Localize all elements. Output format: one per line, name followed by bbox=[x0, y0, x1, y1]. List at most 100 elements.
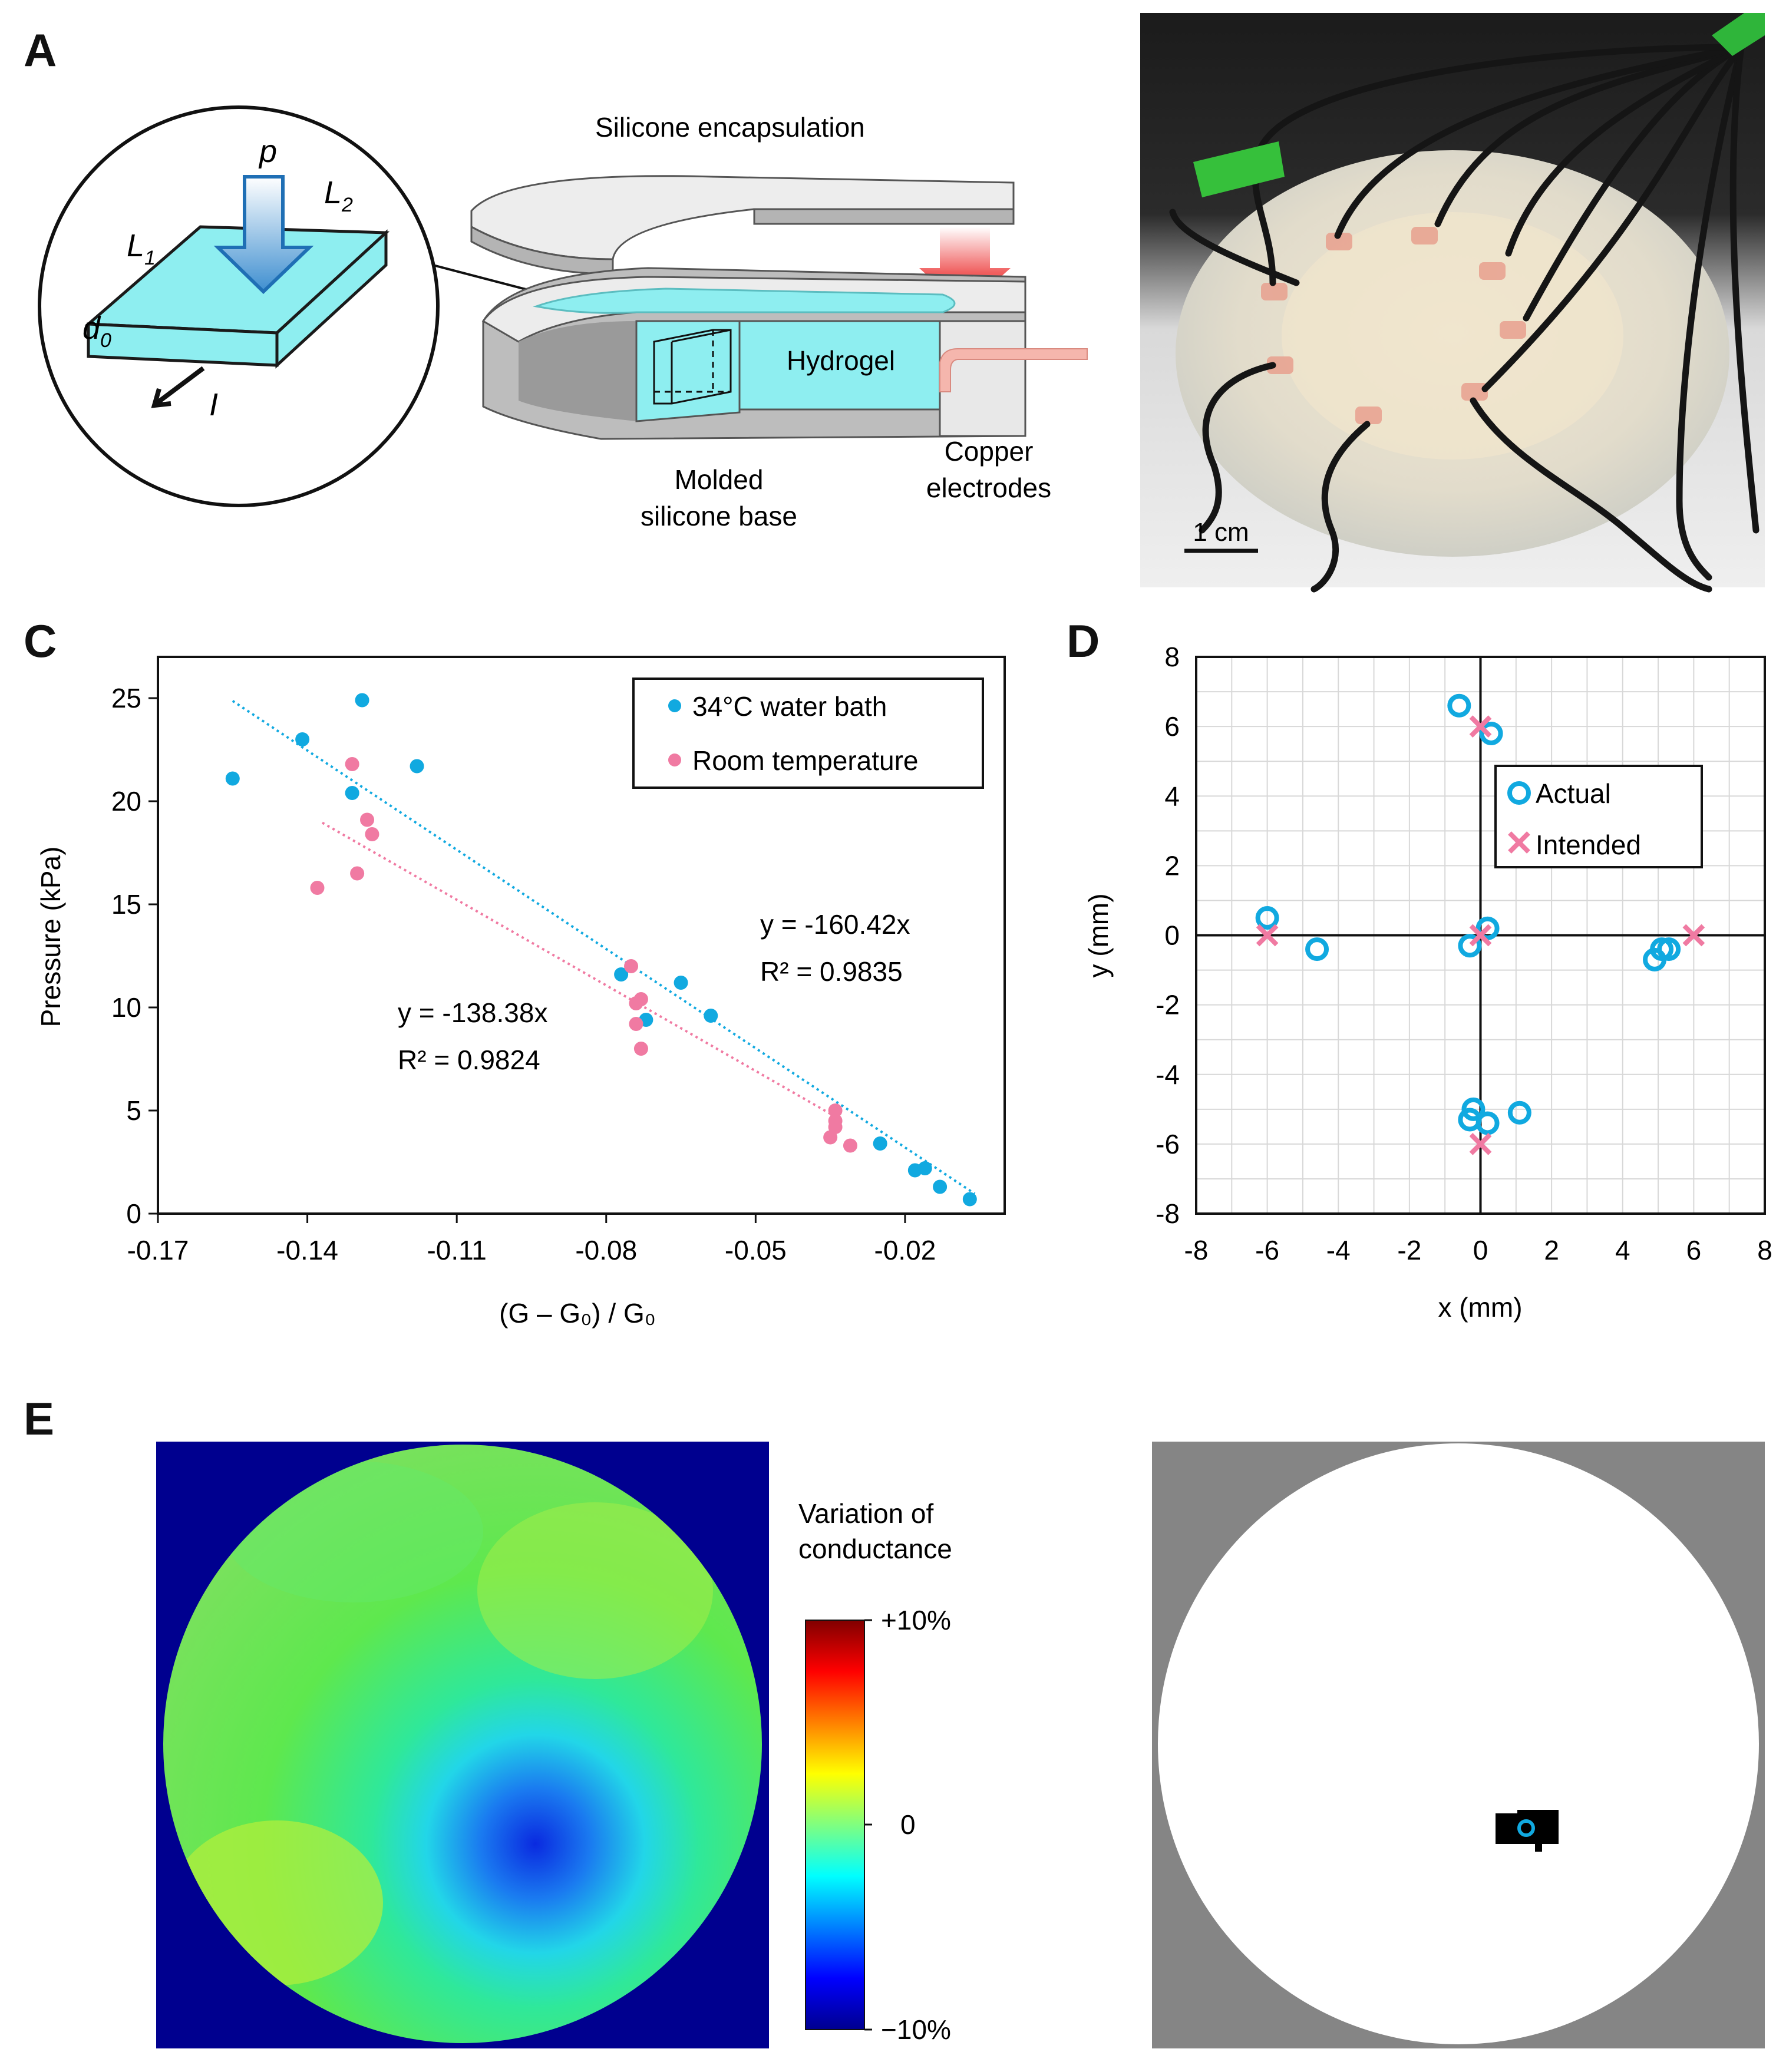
water-bath-point bbox=[933, 1179, 948, 1194]
chart-c-ytick-label: 25 bbox=[111, 683, 141, 713]
room-temp-point bbox=[350, 866, 365, 881]
legend-label-water-bath: 34°C water bath bbox=[692, 691, 887, 722]
actual-point bbox=[1657, 937, 1681, 961]
fit-eq-water-bath: y = -160.42x bbox=[760, 909, 910, 940]
copper-electrode bbox=[939, 348, 1088, 392]
room-temp-point bbox=[633, 1042, 648, 1056]
colorbar-title-line1: Variation of bbox=[798, 1498, 934, 1529]
inset-l2: L2 bbox=[324, 175, 353, 216]
legend-label-room-temp: Room temperature bbox=[692, 745, 919, 776]
chart-d-xtick-label: -8 bbox=[1184, 1235, 1209, 1265]
chart-c-ytick-label: 15 bbox=[111, 889, 141, 920]
panel-label-d: D bbox=[1067, 615, 1100, 667]
panel-d-chart: -8 -6 -4 -2 0 2 4 6 8 -8 -6 -4 -2 0 2 4 6 8 x (mm) y (mm… bbox=[1083, 642, 1772, 1323]
colorbar-title-line2: conductance bbox=[798, 1534, 952, 1564]
room-temp-point bbox=[310, 881, 325, 895]
intended-point-stroke bbox=[1469, 1133, 1492, 1155]
chart-d-xtick-label: -4 bbox=[1326, 1235, 1351, 1265]
intended-point bbox=[1682, 924, 1705, 947]
legend-marker-actual bbox=[1507, 781, 1531, 805]
chart-c-ytick-label: 5 bbox=[126, 1095, 141, 1126]
inset-l1: L1 bbox=[127, 228, 156, 269]
chart-d-legend: Actual Intended bbox=[1494, 765, 1703, 868]
chart-c-ytick-label: 10 bbox=[111, 992, 141, 1023]
water-bath-point bbox=[962, 1192, 977, 1207]
room-temp-point bbox=[365, 827, 379, 841]
label-base-line2: silicone base bbox=[641, 501, 797, 531]
label-copper-line2: electrodes bbox=[926, 472, 1051, 503]
label-copper-line1: Copper bbox=[945, 436, 1034, 467]
room-temp-point bbox=[633, 992, 648, 1006]
legend-marker-room-temp bbox=[668, 754, 681, 766]
intended-point-stroke bbox=[1469, 924, 1492, 947]
room-temp-point bbox=[843, 1138, 857, 1153]
inset-i: I bbox=[209, 387, 218, 422]
room-temp-point bbox=[360, 812, 375, 827]
inset-circle: p L2 L1 d0 I bbox=[38, 105, 440, 507]
panel-a: p L2 L1 d0 I bbox=[38, 105, 1088, 531]
chart-c-xtick-label: -0.17 bbox=[127, 1235, 189, 1265]
inset-p: p bbox=[258, 134, 277, 169]
chart-d-xtick-label: 0 bbox=[1473, 1235, 1488, 1265]
legend-label-intended: Intended bbox=[1536, 830, 1641, 860]
chart-c-xtick-label: -0.08 bbox=[575, 1235, 637, 1265]
actual-point bbox=[1507, 1101, 1531, 1125]
electrode-wires bbox=[1169, 44, 1760, 593]
room-temp-point bbox=[345, 757, 359, 771]
binary-map-disc bbox=[1158, 1443, 1759, 2044]
inset-d0: d0 bbox=[82, 310, 111, 352]
intended-point bbox=[1469, 1133, 1492, 1155]
chart-c-ytick-label: 20 bbox=[111, 786, 141, 817]
actual-point bbox=[1305, 937, 1329, 961]
actual-point bbox=[1475, 916, 1500, 940]
chart-d-xtick-label: 8 bbox=[1757, 1235, 1772, 1265]
water-bath-point bbox=[917, 1161, 932, 1175]
chart-d-ytick-label: 6 bbox=[1164, 711, 1180, 742]
encapsulation-lid bbox=[470, 175, 1015, 275]
chart-d-xtick-label: 4 bbox=[1615, 1235, 1630, 1265]
chart-c-ylabel: Pressure (kPa) bbox=[35, 847, 66, 1027]
chart-d-ytick-label: -4 bbox=[1156, 1059, 1180, 1090]
chart-c-legend: 34°C water bath Room temperature bbox=[632, 678, 984, 789]
intended-point-stroke bbox=[1469, 715, 1492, 738]
chart-c-xtick-label: -0.14 bbox=[276, 1235, 338, 1265]
water-bath-point bbox=[225, 771, 240, 786]
detected-region bbox=[1496, 1810, 1559, 1852]
water-bath-point bbox=[873, 1136, 887, 1151]
conductance-heatmap bbox=[163, 1445, 762, 2043]
current-arrow-icon bbox=[154, 366, 205, 406]
chart-d-xlabel: x (mm) bbox=[1438, 1292, 1522, 1323]
chart-d-ytick-label: 2 bbox=[1164, 850, 1180, 881]
green-tape bbox=[1193, 141, 1285, 197]
water-bath-point bbox=[355, 693, 369, 708]
panel-label-c: C bbox=[24, 615, 57, 667]
silicone-base bbox=[481, 267, 1088, 440]
intended-point bbox=[1469, 924, 1492, 947]
label-base-line1: Molded bbox=[675, 464, 764, 495]
chart-d-ytick-label: -2 bbox=[1156, 990, 1180, 1020]
scale-bar-label: 1 cm bbox=[1193, 518, 1249, 547]
chart-d-ytick-label: 8 bbox=[1164, 642, 1180, 672]
slab-side bbox=[275, 229, 388, 369]
intended-point-stroke bbox=[1256, 924, 1279, 947]
panel-label-e: E bbox=[24, 1393, 54, 1445]
fit-r2-water-bath: R² = 0.9835 bbox=[760, 956, 903, 987]
water-bath-point bbox=[704, 1009, 718, 1023]
chart-d-ytick-label: -6 bbox=[1156, 1129, 1180, 1159]
intended-point bbox=[1469, 715, 1492, 738]
intended-point-stroke bbox=[1682, 924, 1705, 947]
panel-b-photo: 1 cm bbox=[1140, 13, 1765, 593]
legend-label-actual: Actual bbox=[1536, 778, 1611, 809]
panel-label-a: A bbox=[24, 24, 57, 76]
chart-c-ytick-label: 0 bbox=[126, 1198, 141, 1229]
chart-d-xtick-label: 2 bbox=[1544, 1235, 1559, 1265]
chart-d-ylabel: y (mm) bbox=[1083, 893, 1114, 977]
intended-point bbox=[1256, 924, 1279, 947]
pressure-arrow-icon bbox=[213, 175, 314, 295]
trendline bbox=[232, 700, 976, 1195]
chart-d-xtick-label: -2 bbox=[1397, 1235, 1421, 1265]
water-bath-point bbox=[614, 967, 629, 982]
room-temp-point bbox=[624, 959, 639, 973]
detected-location-marker bbox=[1517, 1819, 1535, 1837]
panel-e: Variation of conductance +10% 0 −10% bbox=[156, 1442, 1765, 2048]
